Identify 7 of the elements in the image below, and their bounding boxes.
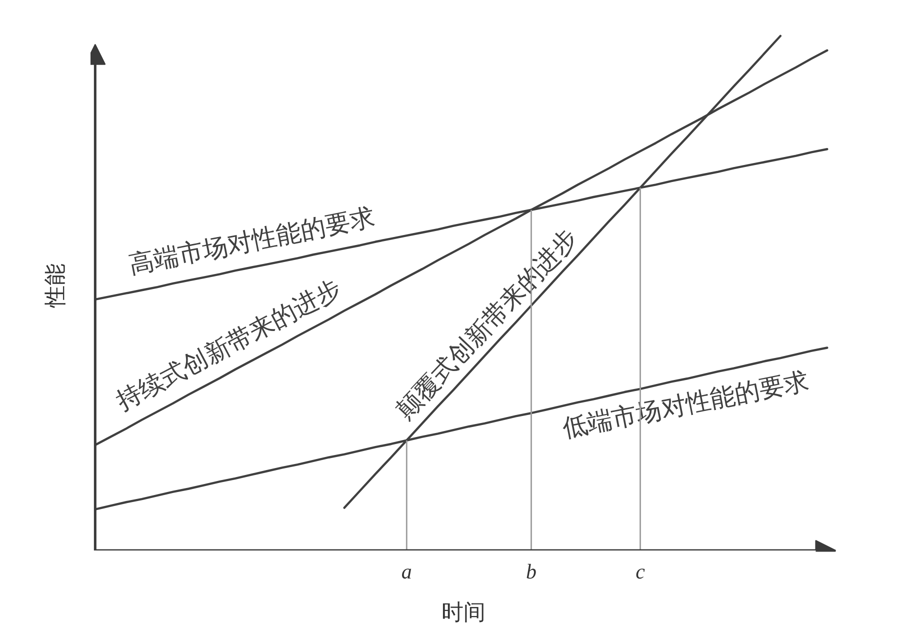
x-tick-label: a <box>401 560 412 584</box>
x-axis-title: 时间 <box>442 600 486 626</box>
x-tick-label: c <box>636 560 646 584</box>
text: 高端市场对性能的要求 <box>126 202 378 280</box>
x-tick-label: b <box>526 560 536 584</box>
y-axis-title: 性能 <box>44 264 68 308</box>
text: 低端市场对性能的要求 <box>560 366 812 443</box>
